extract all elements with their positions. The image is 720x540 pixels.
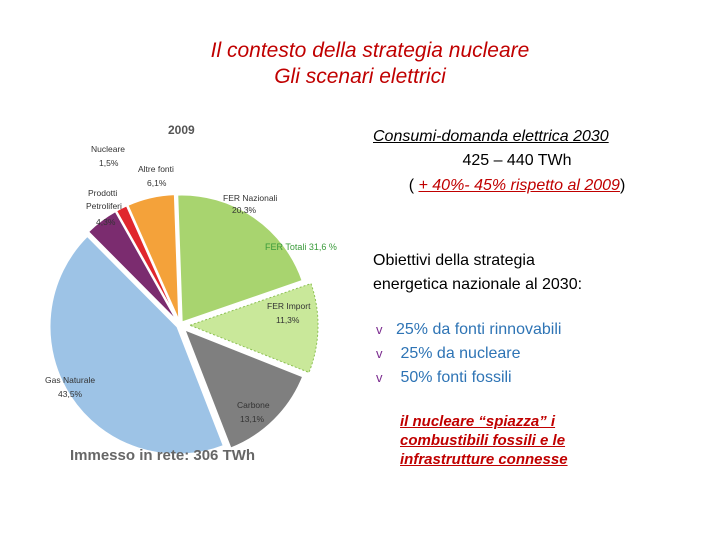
note-open: ( xyxy=(408,177,419,194)
label-fer-import: FER Import xyxy=(267,301,311,311)
target-text: 50% fonti fossili xyxy=(396,369,512,386)
obiettivi-line-2: energetica nazionale al 2030: xyxy=(373,276,583,293)
label-fer-nazionali: FER Nazionali xyxy=(223,193,277,203)
pie-slice-fer-import xyxy=(188,282,319,374)
value-fer-import: 11,3% xyxy=(276,315,300,325)
target-item: v 25% da fonti rinnovabili xyxy=(376,318,561,342)
obiettivi-line-1: Obiettivi della strategia xyxy=(373,252,535,269)
consumi-range: 425 – 440 TWh xyxy=(462,152,572,169)
slide-subtitle: Gli scenari elettrici xyxy=(274,65,446,88)
label-petroliferi: Petroliferi xyxy=(86,201,122,211)
note-increase: + 40%- 45% rispetto al 2009 xyxy=(418,177,620,194)
label-gas-naturale: Gas Naturale xyxy=(45,375,95,385)
value-prodotti-petroliferi: 4,3% xyxy=(96,217,116,227)
chart-footer: Immesso in rete: 306 TWh xyxy=(70,447,255,464)
conclusion-line-3: infrastrutture connesse xyxy=(400,451,568,468)
note-close: ) xyxy=(619,177,626,194)
label-altre-fonti: Altre fonti xyxy=(138,164,174,174)
target-text: 25% da nucleare xyxy=(396,345,521,362)
bullet-icon: v xyxy=(376,346,383,361)
slide-title: Il contesto della strategia nucleare xyxy=(210,39,530,62)
pie-slice-carbone xyxy=(182,327,305,450)
pie-chart: 2009 FER Nazionali 20,3% FER Totali 31,6… xyxy=(45,123,337,464)
annotation-fer-totali: FER Totali 31,6 % xyxy=(265,242,337,252)
target-item: v 50% fonti fossili xyxy=(376,366,561,390)
consumi-note: ( + 40%- 45% rispetto al 2009) xyxy=(373,177,661,195)
target-text: 25% da fonti rinnovabili xyxy=(396,321,562,338)
conclusion-text: il nucleare “spiazza” i combustibili fos… xyxy=(400,412,630,469)
label-prodotti: Prodotti xyxy=(88,188,117,198)
pie-slice-altre-fonti xyxy=(126,193,181,323)
value-nucleare: 1,5% xyxy=(99,158,119,168)
targets-list: v 25% da fonti rinnovabili v 25% da nucle… xyxy=(376,318,561,390)
bullet-icon: v xyxy=(376,322,383,337)
chart-year-label: 2009 xyxy=(168,123,195,137)
pie-slice-gas-naturale xyxy=(48,234,226,456)
conclusion-line-1: il nucleare “spiazza” i xyxy=(400,413,556,430)
value-fer-nazionali: 20,3% xyxy=(232,205,257,215)
label-carbone: Carbone xyxy=(237,400,270,410)
target-item: v 25% da nucleare xyxy=(376,342,561,366)
obiettivi-text: Obiettivi della strategia energetica naz… xyxy=(373,249,673,297)
label-nucleare: Nucleare xyxy=(91,144,125,154)
value-carbone: 13,1% xyxy=(240,414,265,424)
pie-slices xyxy=(48,193,319,456)
conclusion-line-2: combustibili fossili e le xyxy=(400,432,566,449)
value-gas-naturale: 43,5% xyxy=(58,389,83,399)
value-altre-fonti: 6,1% xyxy=(147,178,167,188)
bullet-icon: v xyxy=(376,370,383,385)
pie-slice-fer-nazionali xyxy=(176,193,305,324)
consumi-title: Consumi-domanda elettrica 2030 xyxy=(373,128,609,145)
